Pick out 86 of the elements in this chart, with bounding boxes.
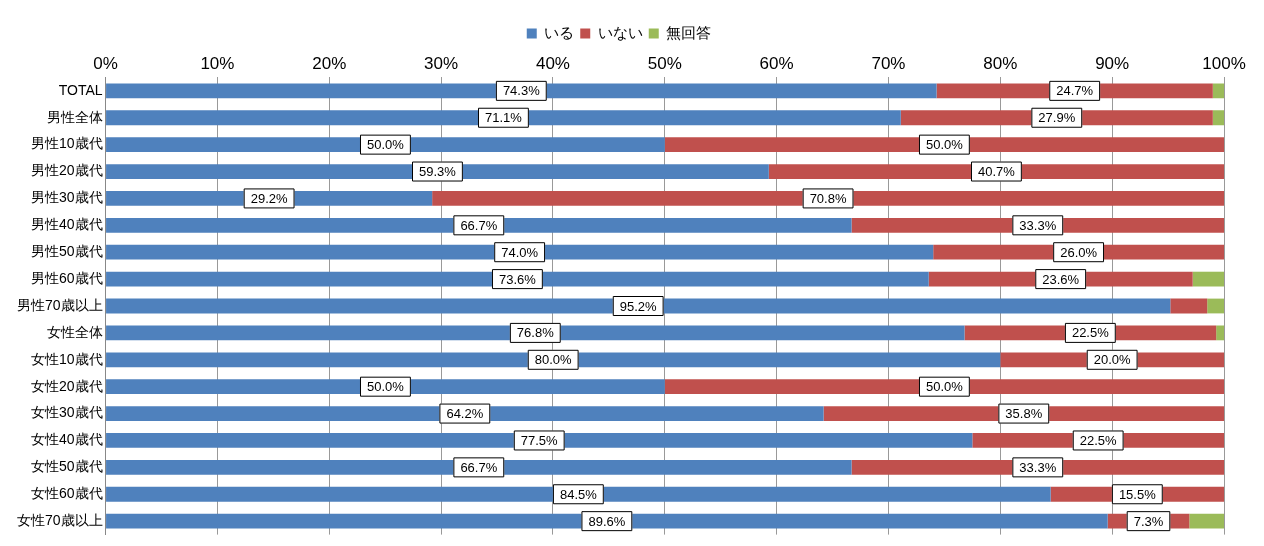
x-tick-label: 0% — [93, 53, 118, 73]
x-tick-label: 60% — [759, 53, 794, 73]
data-label: 22.5% — [1071, 325, 1110, 341]
x-tick-label: 90% — [1095, 53, 1130, 73]
data-label: 70.8% — [809, 191, 847, 206]
data-label: 77.5% — [520, 433, 559, 449]
data-label: 33.3% — [1019, 217, 1057, 233]
data-label: 64.2% — [446, 406, 484, 422]
data-label: 80.0% — [534, 352, 573, 368]
data-label: 66.7% — [460, 217, 498, 233]
bar — [1170, 298, 1208, 314]
bar — [106, 513, 1108, 529]
bar — [106, 379, 665, 395]
data-label: 35.8% — [1005, 406, 1043, 422]
data-label: 71.1% — [484, 110, 523, 126]
data-label: 74.0% — [501, 244, 539, 260]
legend-label: 無回答 — [666, 23, 712, 41]
bar — [106, 486, 1051, 502]
bar — [1192, 271, 1224, 287]
data-label: 40.7% — [977, 164, 1016, 180]
y-tick-label: 女性10歳代 — [30, 350, 103, 367]
bar — [106, 298, 1171, 314]
y-tick-label: 男性40歳代 — [30, 216, 103, 233]
data-label: 89.6% — [588, 513, 626, 529]
data-label: 76.8% — [516, 325, 555, 341]
bar — [106, 83, 937, 99]
data-label: 50.0% — [366, 137, 405, 153]
x-tick-label: 40% — [535, 53, 570, 73]
y-tick-label: 男性30歳代 — [30, 189, 103, 206]
data-label: 66.7% — [460, 459, 498, 475]
data-label: 73.6% — [498, 271, 537, 287]
data-label: 95.2% — [619, 298, 658, 314]
x-tick-label: 20% — [312, 53, 347, 73]
x-tick-label: 100% — [1202, 53, 1246, 73]
legend-label: いない — [597, 23, 643, 41]
bar — [664, 379, 1224, 395]
data-label: 84.5% — [559, 486, 598, 502]
y-tick-label: 女性30歳代 — [30, 404, 103, 421]
data-label: 50.0% — [366, 379, 405, 395]
y-tick-label: 女性70歳以上 — [16, 512, 103, 529]
bar — [1189, 513, 1224, 529]
x-tick-label: 30% — [424, 53, 459, 73]
y-tick-label: 女性20歳代 — [30, 377, 103, 394]
bar — [1212, 110, 1224, 126]
bar — [106, 244, 934, 260]
data-label: 24.7% — [1056, 83, 1094, 99]
data-label: 7.3% — [1133, 513, 1164, 529]
x-tick-label: 80% — [983, 53, 1018, 73]
bar — [106, 110, 901, 126]
x-tick-label: 10% — [200, 53, 235, 73]
y-tick-label: 女性60歳代 — [30, 485, 103, 502]
y-tick-label: 男性60歳代 — [30, 269, 103, 286]
data-label: 20.0% — [1093, 352, 1132, 368]
data-label: 23.6% — [1042, 271, 1080, 287]
bar — [664, 137, 1224, 153]
y-tick-label: 女性50歳代 — [30, 458, 103, 475]
y-tick-label: 男性20歳代 — [30, 162, 103, 179]
x-tick-label: 70% — [871, 53, 906, 73]
data-label: 15.5% — [1118, 486, 1157, 502]
bar — [106, 459, 852, 475]
data-label: 74.3% — [502, 83, 541, 99]
y-tick-label: 男性70歳以上 — [16, 296, 103, 313]
data-label: 33.3% — [1019, 459, 1057, 475]
data-label: 22.5% — [1079, 433, 1118, 449]
bar — [432, 191, 1224, 206]
data-label: 26.0% — [1060, 244, 1098, 260]
y-tick-label: TOTAL — [58, 81, 103, 98]
data-label: 50.0% — [925, 137, 964, 153]
y-tick-label: 男性10歳代 — [30, 135, 103, 152]
bar — [106, 137, 665, 153]
bar — [1207, 298, 1224, 314]
legend-label: いる — [544, 23, 575, 41]
data-label: 50.0% — [925, 379, 964, 395]
bar — [106, 217, 852, 233]
y-tick-label: 女性全体 — [46, 323, 103, 340]
bar — [1216, 325, 1224, 341]
data-label: 59.3% — [419, 164, 457, 180]
x-tick-label: 50% — [647, 53, 682, 73]
y-tick-label: 男性50歳代 — [30, 243, 103, 260]
bar — [1212, 83, 1224, 99]
data-label: 27.9% — [1038, 110, 1076, 126]
bar — [106, 271, 929, 287]
data-label: 29.2% — [250, 191, 288, 206]
y-tick-label: 女性40歳代 — [30, 431, 103, 448]
y-tick-label: 男性全体 — [46, 108, 103, 125]
bar — [106, 325, 965, 341]
